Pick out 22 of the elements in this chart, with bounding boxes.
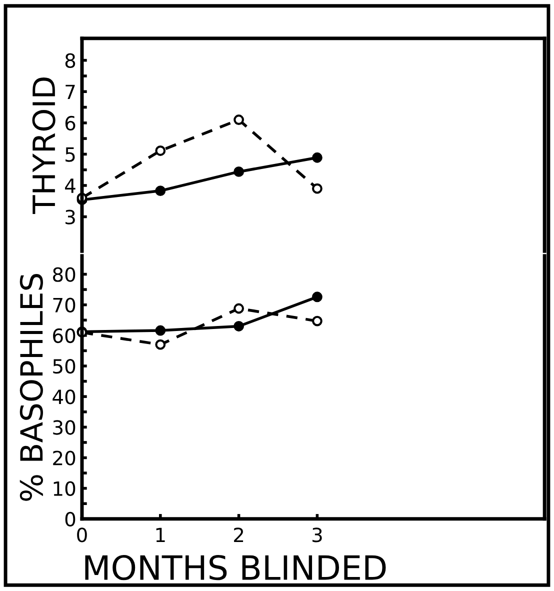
y-tick-label: 80 (53, 267, 76, 282)
y-tick-label: 4 (65, 178, 76, 193)
x-tick-label: 1 (156, 528, 165, 542)
y-tick-label: 0 (65, 512, 76, 527)
x-tick-label: 3 (312, 528, 322, 542)
y-tick-label: 5 (66, 147, 75, 162)
y-tick-label: 30 (53, 420, 76, 435)
y-tick-label: 70 (53, 298, 76, 312)
y-tick-label: 8 (65, 53, 76, 68)
y-axis-title: % BASOPHILES (20, 274, 43, 501)
x-axis-title: MONTHS BLINDED (85, 554, 386, 580)
y-tick-label: 40 (52, 390, 76, 404)
y-tick-label: 10 (54, 481, 76, 496)
x-tick-label: 2 (234, 528, 244, 542)
y-tick-label: 6 (65, 116, 76, 131)
y-axis-title: THYROID (32, 78, 56, 214)
x-tick-label: 0 (77, 528, 87, 542)
y-tick-label: 3 (66, 210, 75, 224)
y-tick-label: 50 (53, 358, 76, 374)
y-tick-label: 7 (66, 84, 75, 99)
y-tick-label: 60 (53, 328, 76, 344)
y-tick-label: 20 (53, 450, 76, 466)
